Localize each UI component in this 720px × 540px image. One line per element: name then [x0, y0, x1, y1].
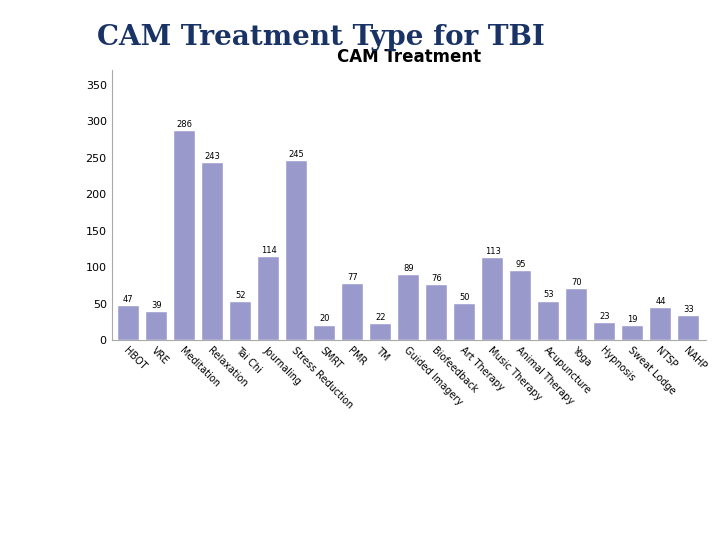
- Text: 50: 50: [459, 293, 470, 301]
- Text: 53: 53: [544, 291, 554, 299]
- Bar: [622, 326, 643, 340]
- Bar: [230, 302, 251, 340]
- Bar: [314, 326, 335, 340]
- Text: 47: 47: [123, 295, 134, 303]
- Bar: [566, 289, 588, 340]
- Text: CAM Treatment Type for TBI: CAM Treatment Type for TBI: [97, 24, 545, 51]
- Text: 76: 76: [431, 274, 442, 282]
- Bar: [426, 285, 447, 340]
- Text: 22: 22: [375, 313, 386, 322]
- Bar: [286, 161, 307, 340]
- Bar: [482, 258, 503, 340]
- Title: CAM Treatment: CAM Treatment: [336, 48, 481, 66]
- Text: 20: 20: [319, 314, 330, 323]
- Text: 70: 70: [572, 278, 582, 287]
- Bar: [454, 303, 475, 340]
- Bar: [398, 275, 419, 340]
- Text: 39: 39: [151, 301, 162, 309]
- Text: 19: 19: [628, 315, 638, 324]
- Text: 245: 245: [289, 150, 305, 159]
- Text: 33: 33: [683, 305, 694, 314]
- Text: 44: 44: [655, 297, 666, 306]
- Bar: [650, 308, 671, 340]
- Bar: [118, 306, 139, 340]
- Bar: [370, 324, 391, 340]
- Text: 23: 23: [600, 312, 610, 321]
- Bar: [258, 257, 279, 340]
- Text: 114: 114: [261, 246, 276, 255]
- Text: 243: 243: [204, 152, 220, 161]
- Bar: [538, 301, 559, 340]
- Bar: [174, 132, 195, 340]
- Bar: [146, 312, 167, 340]
- Text: 95: 95: [516, 260, 526, 269]
- Bar: [202, 163, 223, 340]
- Text: 286: 286: [176, 120, 192, 129]
- Bar: [594, 323, 615, 340]
- Text: 113: 113: [485, 247, 500, 255]
- Text: 77: 77: [347, 273, 358, 282]
- Bar: [342, 284, 363, 340]
- Bar: [678, 316, 699, 340]
- Bar: [510, 271, 531, 340]
- Text: 52: 52: [235, 291, 246, 300]
- Text: 89: 89: [403, 264, 414, 273]
